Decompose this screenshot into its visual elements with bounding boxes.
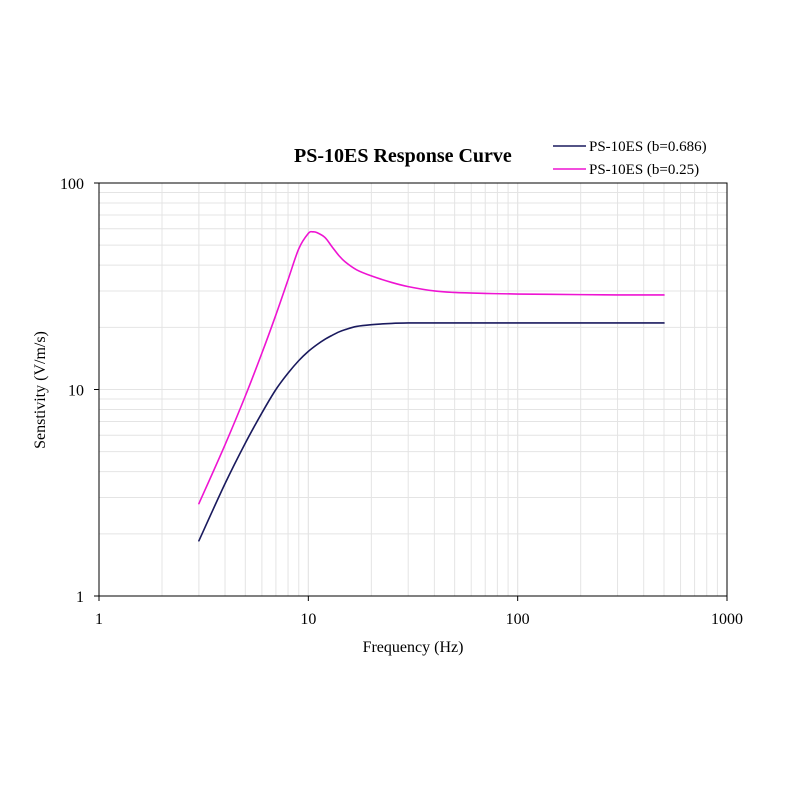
y-axis-title: Senstivity (V/m/s)	[32, 331, 49, 449]
x-tick-label: 1000	[711, 611, 743, 628]
axis-ticks: 1 10 100 1000 1 10 100	[60, 176, 743, 628]
series-line-1	[198, 230, 665, 505]
y-tick-label: 1	[76, 589, 84, 606]
data-series	[198, 230, 665, 542]
x-tick-label: 100	[506, 611, 530, 628]
chart-title: PS-10ES Response Curve	[294, 145, 512, 167]
legend-label-b025: PS-10ES (b=0.25)	[589, 162, 699, 178]
x-axis-title: Frequency (Hz)	[363, 639, 464, 656]
y-tick-label: 100	[60, 176, 84, 193]
legend-label-b0686: PS-10ES (b=0.686)	[589, 139, 707, 155]
y-tick-label: 10	[68, 383, 84, 400]
series-line-0	[198, 322, 665, 542]
x-tick-label: 10	[300, 611, 316, 628]
x-tick-label: 1	[95, 611, 103, 628]
grid-lines	[98, 182, 728, 597]
legend: PS-10ES (b=0.686) PS-10ES (b=0.25)	[553, 139, 707, 178]
